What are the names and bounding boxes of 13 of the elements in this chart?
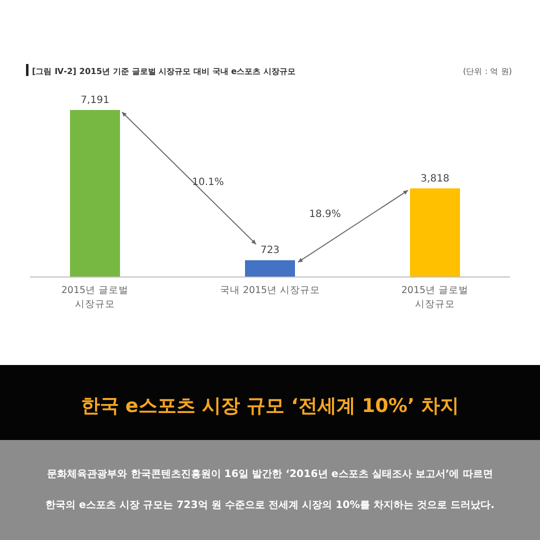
data-label: 7,191: [80, 95, 110, 106]
text: 문화체육관광부와 한국콘텐츠진흥원이 16일 발간한 ‘2016년 e스포츠 실태조사 보고서’에 따르면: [47, 469, 493, 480]
x-tick-label: 국내 2015년 시장규모: [220, 285, 320, 296]
text: (단위 : 억 원): [463, 66, 512, 76]
data-label: 3,818: [420, 173, 450, 184]
text: 한국 e스포츠 시장 규모 ‘전세계 10%’ 차지: [80, 395, 460, 417]
x-tick-label: 2015년 글로벌 시장규모: [61, 285, 129, 310]
text: 한국의 e스포츠 시장 규모는 723억 원 수준으로 전세계 시장의 10%를 차지하는 것으로 드러났다.: [46, 500, 494, 511]
data-label: 723: [260, 245, 280, 256]
x-tick-label: 2015년 글로벌 시장규모: [401, 285, 469, 310]
annotation: 10.1%: [192, 177, 224, 188]
chart-title: [그림 Ⅳ-2] 2015년 기준 글로벌 시장규모 대비 국내 e스포츠 시장규모: [32, 66, 296, 76]
annotation: 18.9%: [309, 209, 341, 220]
